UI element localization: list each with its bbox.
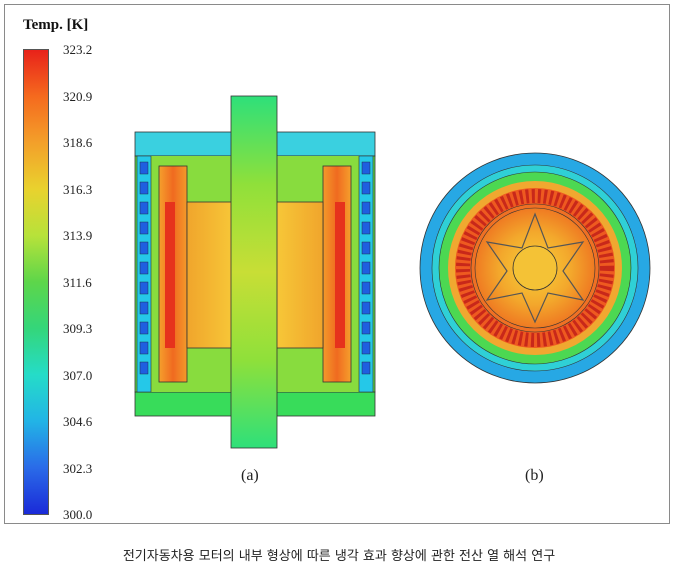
colorbar-tick: 302.3 bbox=[63, 461, 93, 476]
colorbar-tick: 307.0 bbox=[63, 368, 93, 383]
colorbar-tick: 304.6 bbox=[63, 414, 93, 429]
motor-radial-section bbox=[419, 152, 651, 384]
stator-teeth bbox=[456, 189, 614, 347]
shaft bbox=[230, 95, 278, 449]
colorbar-tick: 318.6 bbox=[63, 135, 93, 150]
colorbar-tick: 311.6 bbox=[63, 275, 92, 290]
colorbar-tick: 320.9 bbox=[63, 89, 93, 104]
temperature-colorbar bbox=[23, 49, 49, 515]
motor-axial-section bbox=[134, 95, 376, 449]
figure-frame: Temp. [K] 323.2 320.9 318.6 316.3 313.9 … bbox=[4, 4, 670, 524]
figure-caption: 전기자동차용 모터의 내부 형상에 따른 냉각 효과 향상에 관한 전산 열 해… bbox=[122, 549, 556, 564]
colorbar-tick: 300.0 bbox=[63, 507, 93, 522]
colorbar-tick: 313.9 bbox=[63, 228, 93, 243]
colorbar-tick: 316.3 bbox=[63, 182, 93, 197]
rotor-magnet-star bbox=[485, 212, 585, 324]
colorbar-tick: 309.3 bbox=[63, 321, 93, 336]
panel-a-label: (a) bbox=[241, 467, 259, 484]
legend-title: Temp. [K] bbox=[23, 17, 89, 33]
shaft-bore bbox=[512, 245, 558, 291]
colorbar-tick: 323.2 bbox=[63, 42, 93, 57]
panel-b-label: (b) bbox=[525, 467, 544, 484]
